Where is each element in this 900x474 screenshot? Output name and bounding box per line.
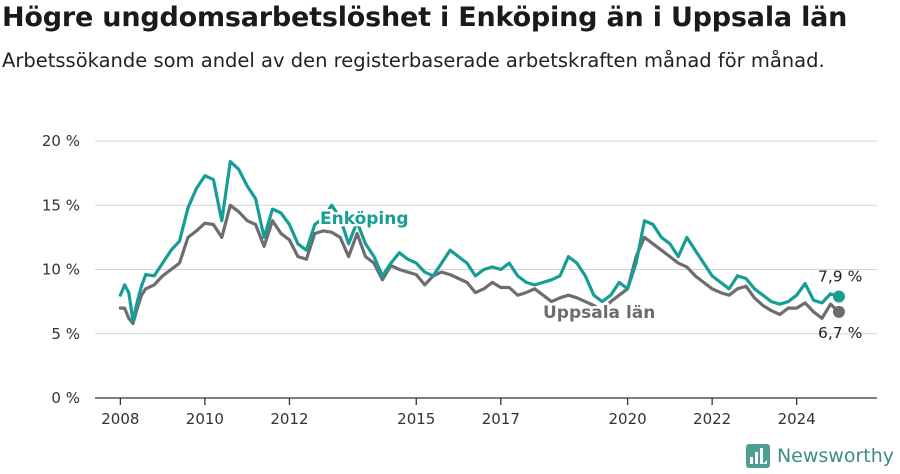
end-label-uppsala: 6,7 % bbox=[818, 324, 862, 342]
y-tick-label: 0 % bbox=[51, 389, 80, 407]
series-line-uppsala bbox=[118, 203, 841, 326]
end-label-enkoping: 7,9 % bbox=[818, 267, 862, 285]
x-tick-label: 2010 bbox=[186, 410, 224, 428]
x-tick-label: 2020 bbox=[609, 410, 647, 428]
grid-lines bbox=[95, 140, 877, 335]
x-axis: 2008 2010 2012 2015 2017 2020 2022 2024 bbox=[95, 397, 877, 428]
y-tick-label: 5 % bbox=[51, 325, 80, 343]
x-tick-label: 2008 bbox=[101, 410, 139, 428]
brand-name: Newsworthy bbox=[776, 445, 894, 467]
series-end-dot bbox=[832, 305, 845, 318]
y-tick-label: 15 % bbox=[42, 196, 80, 214]
page-title: Högre ungdomsarbetslöshet i Enköping än … bbox=[2, 2, 848, 33]
x-tick-label: 2015 bbox=[397, 410, 435, 428]
x-tick-label: 2012 bbox=[270, 410, 308, 428]
series-line-enkoping bbox=[118, 160, 841, 323]
y-tick-label: 10 % bbox=[42, 261, 80, 279]
newsworthy-logo-icon bbox=[745, 444, 770, 468]
chart-subtitle: Arbetssökande som andel av den registerb… bbox=[2, 49, 825, 72]
series-labels: Enköping Uppsala län 7,9 % 6,7 % bbox=[318, 207, 863, 342]
newsworthy-brand: Newsworthy bbox=[745, 444, 894, 468]
x-tick-label: 2022 bbox=[693, 410, 731, 428]
y-tick-label: 20 % bbox=[42, 132, 80, 150]
x-tick-label: 2017 bbox=[482, 410, 520, 428]
series-label-uppsala: Uppsala län bbox=[543, 303, 655, 323]
series-label-enkoping: Enköping bbox=[320, 209, 409, 229]
series-end-dot bbox=[832, 290, 845, 303]
series-lines bbox=[118, 160, 845, 326]
y-axis-ticks: 0 % 5 % 10 % 15 % 20 % bbox=[42, 132, 80, 407]
x-tick-label: 2024 bbox=[778, 410, 816, 428]
